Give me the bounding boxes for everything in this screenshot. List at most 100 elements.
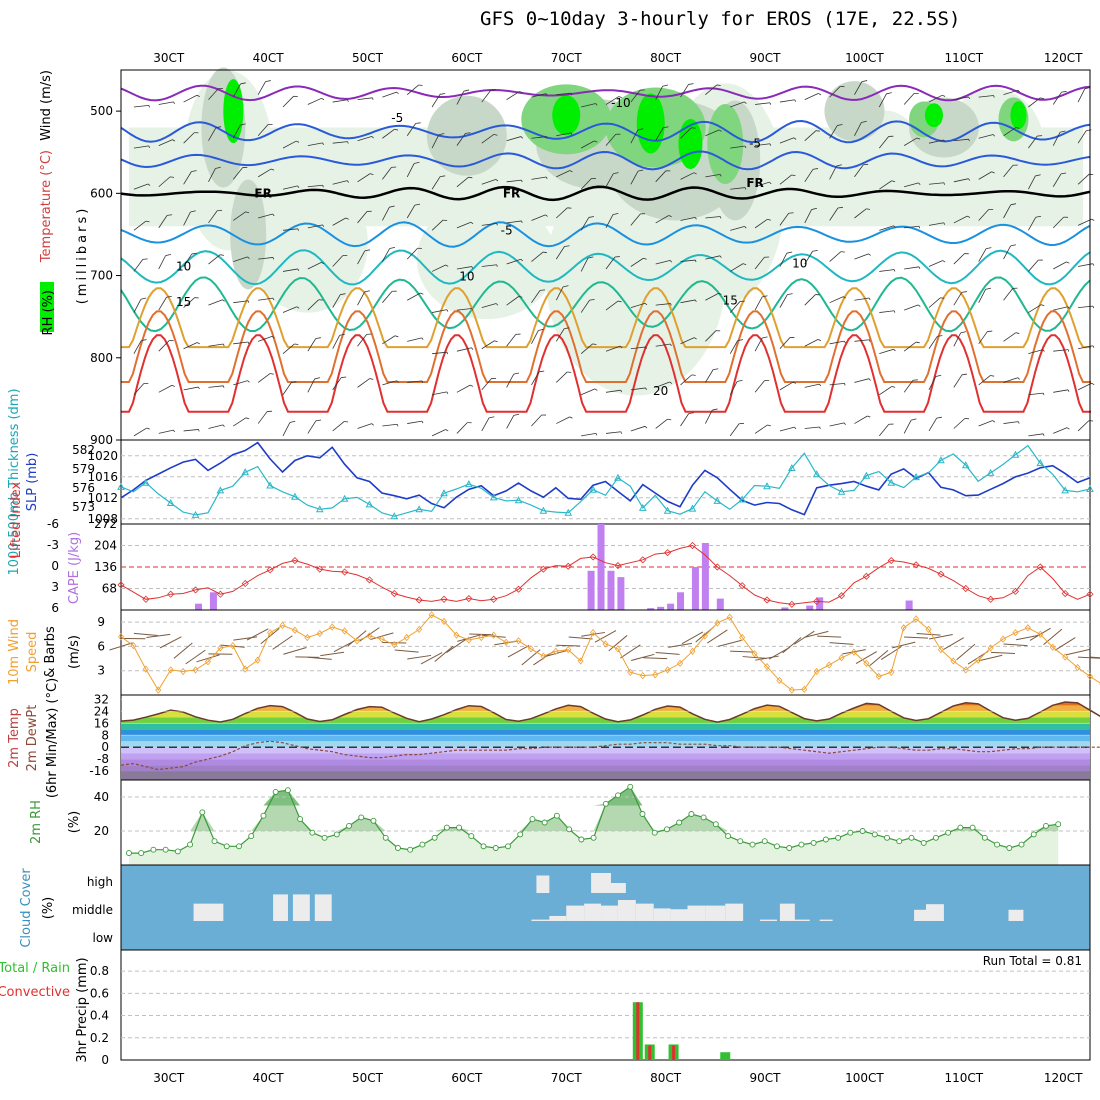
- wind-barb-flag: [688, 412, 694, 414]
- wind-barb: [928, 417, 938, 432]
- wind-barb: [879, 225, 894, 231]
- rh-point: [492, 845, 499, 851]
- wind-barb: [630, 387, 646, 391]
- high-cloud-bar: [591, 873, 611, 893]
- wind-speed-point: [291, 626, 298, 634]
- thickness-point: [191, 510, 200, 518]
- wind-barb: [655, 170, 667, 183]
- x-tick-top: 120CT: [1044, 51, 1083, 65]
- thickness-point: [1086, 484, 1094, 492]
- wind-barb-flag: [371, 136, 374, 139]
- wind-barb-flag: [861, 120, 867, 123]
- wind-barb-flag: [1017, 377, 1020, 380]
- wind-speed-point: [652, 671, 659, 679]
- x-tick-top: 60CT: [451, 51, 483, 65]
- cloud-level-label: low: [93, 931, 114, 945]
- wind-barb: [928, 94, 943, 103]
- lifted-index-point: [664, 549, 672, 557]
- rh-legend: RH (%): [40, 282, 56, 335]
- rh-point: [138, 850, 145, 857]
- mid-cloud-bar: [779, 903, 795, 921]
- cape-bar: [667, 603, 675, 610]
- x-tick-bottom: 110CT: [944, 1071, 983, 1085]
- wind-barb-flag: [670, 303, 672, 306]
- wind-barb-flag: [272, 257, 275, 260]
- wind-barb: [630, 425, 646, 432]
- wind-barbs-label: & Barbs: [43, 626, 58, 678]
- wind-barb: [655, 418, 668, 429]
- wind-barb-flag: [496, 264, 498, 267]
- wind-barb: [332, 294, 341, 308]
- wind-barb-flag: [414, 203, 421, 206]
- wind-speed-point: [888, 668, 895, 676]
- wind-barb: [1077, 88, 1086, 103]
- wind-barb-flag: [594, 388, 598, 391]
- wind-barb: [779, 337, 791, 350]
- wind-barb: [730, 263, 744, 272]
- wind-barb-flag: [915, 341, 920, 344]
- wind-barb-flag: [1041, 304, 1045, 307]
- wind-barb-flag: [742, 263, 747, 266]
- wind-barb-flag: [369, 378, 374, 380]
- wind10m-barb: [295, 656, 320, 658]
- wind-barb: [1028, 135, 1038, 149]
- wind-barb: [754, 181, 770, 188]
- wind-barb: [183, 171, 192, 185]
- wind-barb: [978, 134, 994, 139]
- wind-speed-point: [788, 686, 795, 694]
- wind-barb-flag: [1010, 244, 1016, 247]
- wind-speed-point: [391, 641, 398, 649]
- wind10m-barb: [382, 641, 407, 644]
- wind-barb: [829, 251, 842, 262]
- rh-point: [199, 809, 206, 816]
- wind-speed-point: [664, 666, 671, 674]
- wind-barb: [779, 99, 795, 103]
- precip-panel: [120, 949, 1091, 1061]
- lifted-index-point: [490, 595, 498, 603]
- wind10m-barb: [620, 644, 641, 659]
- rh-region-dark: [552, 95, 581, 136]
- rh-point: [884, 834, 890, 841]
- wind-barb: [705, 369, 714, 383]
- wind-barb: [630, 129, 639, 144]
- wind-barb: [1028, 304, 1042, 313]
- temp-band: [121, 717, 1090, 724]
- high-cloud-bar: [610, 883, 626, 893]
- wind-barb: [456, 384, 471, 393]
- wind-barb-flag: [545, 214, 548, 217]
- wind-barb-flag: [618, 96, 623, 98]
- wind-barb-flag: [812, 168, 819, 170]
- rh-point: [174, 848, 181, 855]
- wind-barb: [258, 213, 273, 219]
- wind-barb: [258, 335, 273, 342]
- x-tick-bottom: 40CT: [253, 1071, 285, 1085]
- wind-speed-point: [416, 625, 423, 634]
- wind-barb-flag: [495, 303, 499, 306]
- mid-cloud-bar: [617, 900, 636, 921]
- wind-barb: [233, 211, 246, 221]
- rh-point: [847, 829, 854, 836]
- wind-barb-flag: [669, 260, 673, 263]
- wind10m-barb: [394, 649, 419, 653]
- wind-barb-flag: [793, 137, 797, 140]
- wind-barb-flag: [1042, 433, 1045, 436]
- wind-barb: [904, 225, 920, 229]
- wind-barb: [481, 340, 495, 350]
- wind-barb-flag: [744, 145, 747, 149]
- wind-barb-flag: [588, 216, 595, 218]
- wind-barb: [1003, 127, 1017, 137]
- wind-barb-flag: [272, 213, 275, 217]
- wind-barb: [382, 423, 398, 427]
- thickness-point: [589, 485, 597, 493]
- wind-barb: [978, 289, 986, 303]
- wind-barb: [854, 378, 870, 383]
- wind-barb: [506, 258, 521, 265]
- wind10m-barb: [668, 642, 692, 648]
- wind-barb: [332, 217, 346, 226]
- wind10m-barb: [1065, 648, 1090, 656]
- wind-speed-point: [192, 666, 199, 674]
- wind-barb-flag: [769, 102, 772, 105]
- wind-barb-flag: [837, 206, 843, 209]
- wind-speed-point: [900, 624, 907, 632]
- rh-point: [945, 829, 952, 836]
